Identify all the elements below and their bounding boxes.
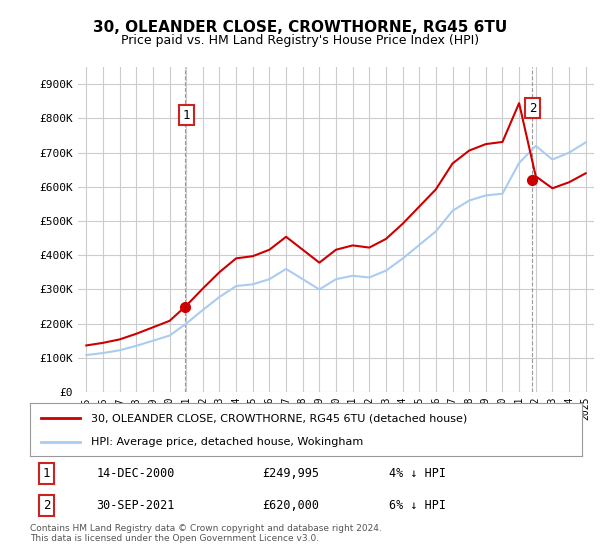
Text: HPI: Average price, detached house, Wokingham: HPI: Average price, detached house, Woki… — [91, 436, 363, 446]
Text: 1: 1 — [182, 109, 190, 122]
Text: 2: 2 — [43, 499, 50, 512]
Text: £620,000: £620,000 — [262, 499, 319, 512]
Text: 2: 2 — [529, 102, 536, 115]
Text: Price paid vs. HM Land Registry's House Price Index (HPI): Price paid vs. HM Land Registry's House … — [121, 34, 479, 46]
Text: 14-DEC-2000: 14-DEC-2000 — [96, 467, 175, 480]
Text: 4% ↓ HPI: 4% ↓ HPI — [389, 467, 446, 480]
Text: 1: 1 — [43, 467, 50, 480]
Text: 30-SEP-2021: 30-SEP-2021 — [96, 499, 175, 512]
Text: £249,995: £249,995 — [262, 467, 319, 480]
Text: 30, OLEANDER CLOSE, CROWTHORNE, RG45 6TU (detached house): 30, OLEANDER CLOSE, CROWTHORNE, RG45 6TU… — [91, 413, 467, 423]
Text: 6% ↓ HPI: 6% ↓ HPI — [389, 499, 446, 512]
Text: Contains HM Land Registry data © Crown copyright and database right 2024.
This d: Contains HM Land Registry data © Crown c… — [30, 524, 382, 543]
Text: 30, OLEANDER CLOSE, CROWTHORNE, RG45 6TU: 30, OLEANDER CLOSE, CROWTHORNE, RG45 6TU — [93, 20, 507, 35]
